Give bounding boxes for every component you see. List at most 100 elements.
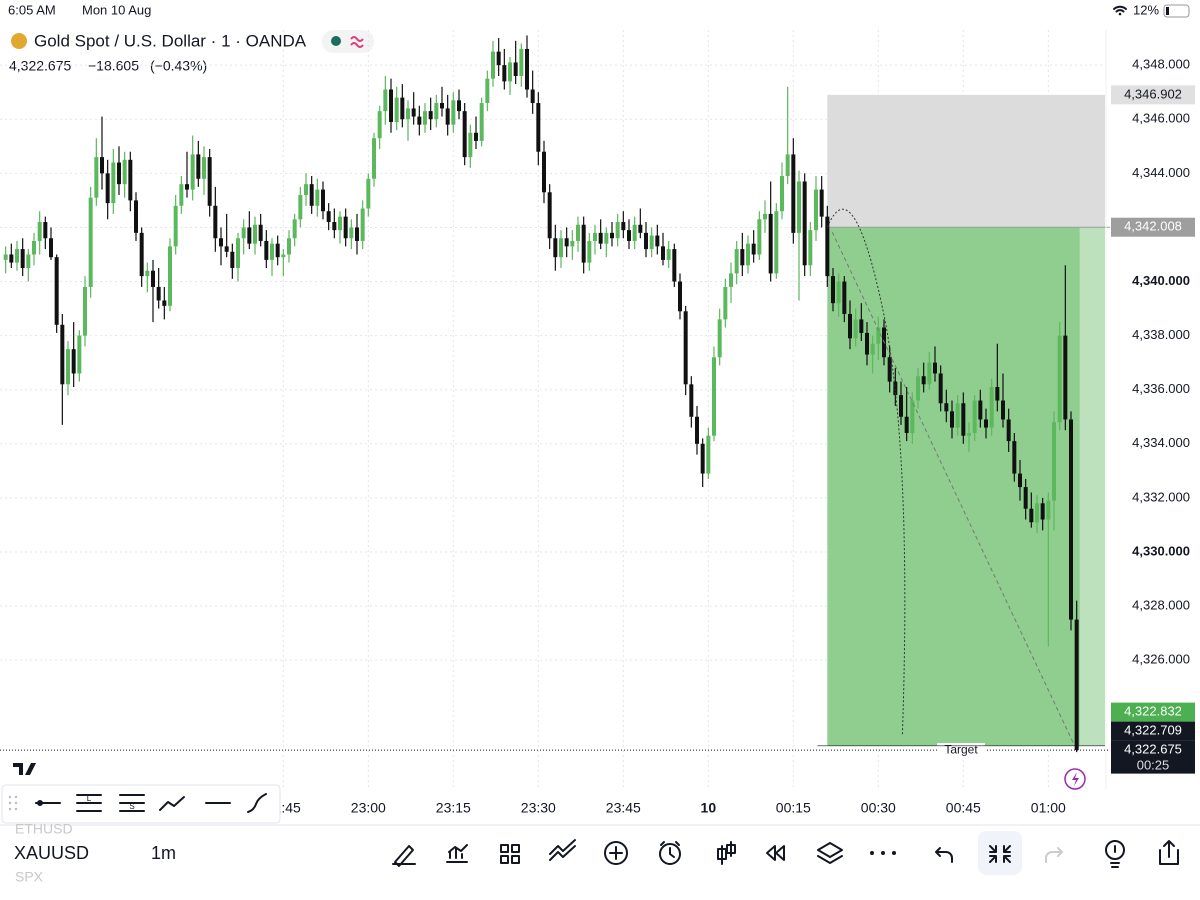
candle-body xyxy=(746,243,750,266)
tool-path[interactable] xyxy=(159,796,185,811)
candle-body xyxy=(570,240,575,247)
candle-body xyxy=(1012,441,1017,474)
candle-body xyxy=(71,349,76,374)
candle-body xyxy=(893,381,898,396)
candle-body xyxy=(253,224,257,244)
prev-symbol[interactable]: ETHUSD xyxy=(15,821,73,837)
objects-button[interactable] xyxy=(817,842,843,864)
x-tick-label: 23:15 xyxy=(436,800,471,816)
battery-level: 12% xyxy=(1133,2,1159,17)
candle-body xyxy=(876,327,881,344)
drag-handle xyxy=(8,795,18,811)
share-button[interactable] xyxy=(1159,840,1179,865)
candle-body xyxy=(417,116,422,125)
candle-body xyxy=(1057,335,1062,423)
candle-body xyxy=(751,243,756,255)
candle-body xyxy=(241,227,246,239)
candle-body xyxy=(961,403,966,436)
candle-body xyxy=(134,200,138,233)
candle-body xyxy=(921,376,926,385)
candle-body xyxy=(899,395,903,417)
candle-body xyxy=(258,224,263,241)
chart-type-button[interactable] xyxy=(717,841,736,865)
candle-body xyxy=(406,108,410,120)
layouts-button[interactable] xyxy=(500,844,520,864)
replay-button[interactable] xyxy=(766,845,785,861)
candle-body xyxy=(666,249,671,260)
candle-body xyxy=(343,216,348,239)
candle-body xyxy=(326,211,331,223)
tool-short[interactable] xyxy=(119,794,145,812)
candle-body xyxy=(768,213,773,274)
candle-body xyxy=(207,157,212,206)
tool-horizontal-line[interactable] xyxy=(35,800,61,806)
wifi-icon xyxy=(1113,5,1127,13)
tool-curve[interactable] xyxy=(247,793,267,813)
candle-body xyxy=(655,235,660,247)
candle-body xyxy=(37,222,42,241)
candle-body xyxy=(689,384,694,417)
undo-button[interactable] xyxy=(935,847,953,863)
status-pill[interactable] xyxy=(322,30,374,53)
stop-price-tag: 4,346.902 xyxy=(1124,86,1182,101)
candle-body xyxy=(66,349,70,385)
fullscreen-bg[interactable] xyxy=(978,831,1022,875)
candle-body xyxy=(20,249,25,269)
candle-body xyxy=(672,249,677,282)
candle-body xyxy=(355,227,359,241)
stop-price-tag-bg xyxy=(1111,85,1195,105)
candle-body xyxy=(717,319,722,358)
status-time: 6:05 AM xyxy=(8,2,56,17)
candle-body xyxy=(904,416,909,433)
candle-body xyxy=(202,157,206,179)
entry-price-tag-bg xyxy=(1111,217,1195,237)
indicators-button[interactable] xyxy=(446,844,468,863)
candle-body xyxy=(910,400,915,433)
draw-button[interactable] xyxy=(392,845,416,867)
interval[interactable]: 1m xyxy=(151,843,176,863)
fullscreen-button[interactable] xyxy=(989,845,1011,863)
tool-long[interactable] xyxy=(76,794,102,812)
y-tick-label: 4,334.000 xyxy=(1132,435,1190,450)
candle-body xyxy=(700,443,705,474)
candle-body xyxy=(774,211,779,274)
bar-countdown: 00:25 xyxy=(1137,758,1170,773)
plot-area[interactable]: 4,326.000 4,328.000 4,330.000 4,332.000 4,33… xyxy=(0,30,1195,816)
candle-body xyxy=(173,205,178,247)
target-price-tag-bg xyxy=(1111,702,1195,722)
last-price-tag: 4,322.675 xyxy=(1124,742,1182,757)
candle-body xyxy=(802,181,807,266)
candle-body xyxy=(712,357,716,436)
redo-button[interactable] xyxy=(1045,847,1063,863)
candle-body xyxy=(530,89,535,104)
candle-body xyxy=(785,154,790,177)
candle-body xyxy=(247,227,252,244)
candle-body xyxy=(479,103,484,141)
next-symbol[interactable]: SPX xyxy=(15,869,44,885)
ideas-button[interactable] xyxy=(1105,840,1125,860)
battery-fill xyxy=(1166,7,1169,15)
symbol-icon[interactable] xyxy=(11,33,27,49)
alert-button[interactable] xyxy=(659,843,681,865)
candle-body xyxy=(185,184,189,190)
candle-body xyxy=(9,254,14,263)
symbol-title[interactable]: Gold Spot / U.S. Dollar · 1 · OANDA xyxy=(34,31,307,50)
candle-body xyxy=(1074,619,1079,751)
compare-button[interactable] xyxy=(549,839,576,861)
current-symbol[interactable]: XAUUSD xyxy=(14,843,89,863)
candle-body xyxy=(264,240,269,260)
candle-body xyxy=(1069,419,1073,620)
candle-body xyxy=(553,238,558,258)
candle-body xyxy=(190,154,195,190)
candle-body xyxy=(151,270,155,287)
candle-body xyxy=(853,319,858,339)
add-button[interactable] xyxy=(604,841,628,865)
candle-body xyxy=(139,232,144,277)
projection-line xyxy=(831,232,1076,747)
candle-body xyxy=(105,173,110,204)
lightning-icon xyxy=(1072,772,1079,786)
y-tick-label: 4,348.000 xyxy=(1132,57,1190,72)
candle-body xyxy=(615,222,620,239)
candle-body xyxy=(1046,500,1051,520)
x-tick-label: 00:45 xyxy=(946,800,981,816)
